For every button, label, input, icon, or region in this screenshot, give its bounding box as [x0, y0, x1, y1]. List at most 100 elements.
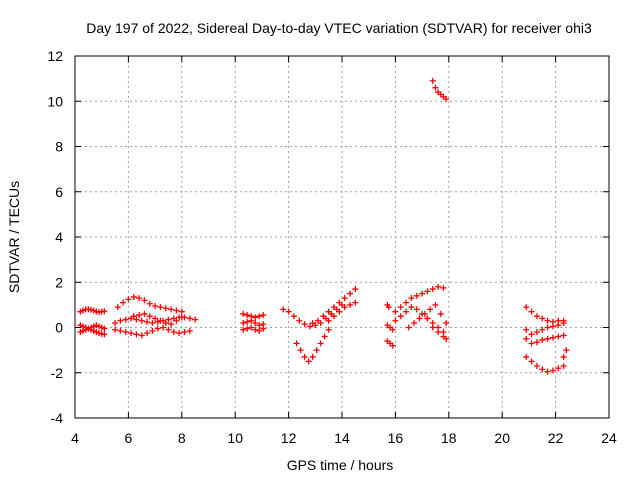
series-arc23 [523, 304, 567, 325]
chart-title: Day 197 of 2022, Sidereal Day-to-day VTE… [86, 20, 592, 36]
data-point [256, 322, 263, 329]
series-arc17 [384, 301, 392, 311]
data-point [405, 324, 412, 331]
data-point [252, 314, 259, 321]
series-arc7 [130, 310, 185, 328]
x-tick-label: 18 [441, 430, 457, 446]
data-point [544, 317, 551, 324]
data-point [443, 319, 450, 326]
data-point [120, 299, 127, 306]
data-point [555, 333, 562, 340]
data-point [173, 307, 180, 314]
data-point [82, 326, 89, 333]
data-point [136, 295, 143, 302]
data-point [341, 304, 348, 311]
data-point [305, 358, 312, 365]
data-point [136, 312, 143, 319]
data-point [173, 317, 180, 324]
series-arc14 [325, 299, 359, 324]
x-tick-label: 24 [601, 430, 617, 446]
data-point [88, 324, 95, 331]
series-arc26 [523, 353, 567, 375]
data-point [352, 299, 359, 306]
data-point [313, 347, 320, 354]
data-point [101, 331, 108, 338]
data-point [260, 325, 267, 332]
series-arc21 [424, 315, 450, 342]
series-arc27 [560, 347, 570, 360]
data-point [549, 334, 556, 341]
data-point [306, 323, 313, 330]
series-arc9 [240, 317, 267, 329]
data-point [392, 308, 399, 315]
x-tick-label: 16 [388, 430, 404, 446]
data-point [523, 335, 530, 342]
data-point [539, 315, 546, 322]
data-point [544, 335, 551, 342]
data-point [549, 367, 556, 374]
y-tick-labels: -4 -2 0 2 4 6 8 10 12 [47, 48, 63, 426]
data-point [309, 353, 316, 360]
data-point [101, 308, 108, 315]
data-point [389, 342, 396, 349]
data-point [96, 330, 103, 337]
data-point [252, 326, 259, 333]
data-point [429, 324, 436, 331]
y-tick-label: 0 [55, 320, 63, 336]
data-point [133, 316, 140, 323]
data-point [325, 326, 332, 333]
data-point [555, 365, 562, 372]
series-arc8 [240, 310, 267, 321]
data-point [347, 290, 354, 297]
y-tick-label: 6 [55, 184, 63, 200]
x-tick-labels: 4 6 8 10 12 14 16 18 20 22 24 [71, 430, 617, 446]
data-point [98, 324, 105, 331]
x-tick-label: 4 [71, 430, 79, 446]
data-point [117, 317, 124, 324]
series-arc13 [309, 286, 359, 326]
data-point [539, 366, 546, 373]
data-point [290, 313, 297, 320]
y-tick-label: 2 [55, 274, 63, 290]
data-point [186, 315, 193, 322]
data-point [440, 284, 447, 291]
data-point [563, 347, 570, 354]
data-point [325, 308, 332, 315]
data-point [427, 306, 434, 313]
data-point [325, 317, 332, 324]
x-tick-label: 12 [281, 430, 297, 446]
data-point [93, 322, 100, 329]
data-point [385, 304, 392, 311]
series-arc20 [405, 301, 450, 331]
data-point [413, 292, 420, 299]
x-tick-label: 14 [334, 430, 350, 446]
x-tick-label: 10 [227, 430, 243, 446]
x-tick-label: 20 [494, 430, 510, 446]
series-arc18 [392, 283, 447, 315]
data-point [403, 299, 410, 306]
data-point [133, 331, 140, 338]
data-point [141, 310, 148, 317]
data-point [157, 304, 164, 311]
data-point [533, 329, 540, 336]
data-point [88, 306, 95, 313]
data-point [523, 304, 530, 311]
series-arc3 [77, 322, 108, 336]
data-point [101, 325, 108, 332]
data-point [549, 323, 556, 330]
data-point [389, 326, 396, 333]
data-point [352, 286, 359, 293]
series-arc12 [293, 326, 332, 365]
data-point [419, 290, 426, 297]
data-point [154, 318, 161, 325]
data-point [77, 308, 84, 315]
data-point [90, 323, 97, 330]
data-point [146, 313, 153, 320]
data-point [544, 324, 551, 331]
data-point [443, 335, 450, 342]
data-point [90, 307, 97, 314]
y-axis-label: SDTVAR / TECUs [6, 181, 22, 293]
data-point [314, 317, 321, 324]
data-point [77, 329, 84, 336]
series-arc15 [384, 338, 396, 349]
